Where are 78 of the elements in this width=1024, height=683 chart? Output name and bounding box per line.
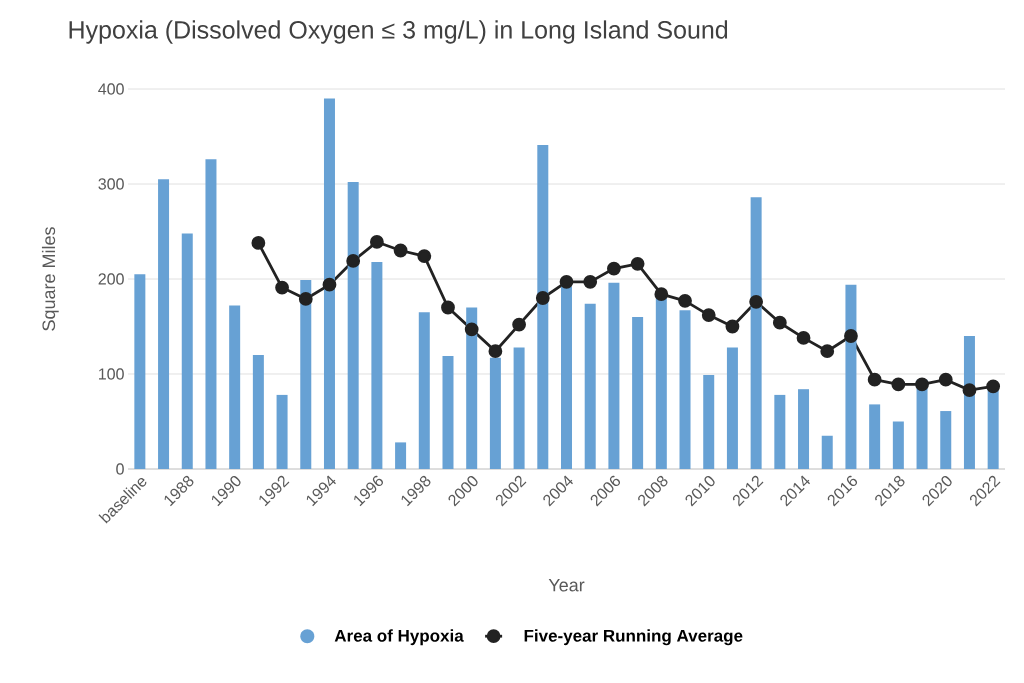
- y-tick-label: 100: [99, 368, 124, 380]
- point: [630, 256, 645, 271]
- point: [417, 249, 432, 264]
- bar: [513, 347, 525, 469]
- bar: [323, 98, 335, 469]
- bar: [608, 282, 620, 469]
- point: [678, 293, 692, 308]
- point: [559, 274, 574, 289]
- point: [512, 317, 526, 332]
- bar: [987, 388, 999, 469]
- bar: [371, 261, 383, 469]
- bar: [750, 197, 762, 469]
- point: [962, 383, 977, 398]
- bar: [726, 347, 738, 469]
- point: [772, 315, 787, 330]
- point: [346, 254, 361, 268]
- x-axis-title: Year: [548, 578, 585, 592]
- chart-title: Hypoxia (Dissolved Oxygen ≤ 3 mg/L) in Long Island Sound: [69, 20, 728, 44]
- bar: [537, 145, 549, 469]
- bar: [892, 421, 904, 469]
- y-tick-label: 200: [98, 273, 124, 285]
- y-tick-label: 0: [116, 463, 124, 475]
- bar: [963, 336, 975, 469]
- y-axis-title: Square Miles: [41, 227, 59, 331]
- point: [820, 344, 835, 359]
- bar: [679, 310, 691, 469]
- point: [749, 294, 764, 309]
- bar: [252, 355, 264, 469]
- point: [796, 331, 811, 345]
- bar: [205, 159, 217, 469]
- bar: [561, 286, 572, 469]
- point: [369, 235, 384, 249]
- point: [915, 377, 929, 392]
- bar: [655, 298, 667, 469]
- bar: [158, 179, 170, 469]
- bar: [940, 411, 952, 469]
- point: [867, 372, 882, 387]
- bar: [584, 303, 596, 469]
- point: [654, 287, 669, 302]
- point: [322, 277, 337, 292]
- point: [488, 344, 503, 359]
- bar: [774, 394, 786, 469]
- point: [583, 274, 598, 289]
- point: [938, 372, 953, 387]
- point: [441, 300, 455, 315]
- point: [251, 236, 266, 250]
- point: [535, 291, 550, 305]
- bar: [300, 279, 312, 469]
- bar: [181, 233, 193, 469]
- bar: [845, 284, 857, 469]
- bar: [442, 355, 454, 469]
- bar: [821, 435, 833, 469]
- legend-label: Five-year Running Average: [524, 629, 743, 646]
- bar: [489, 357, 501, 469]
- point: [607, 261, 621, 276]
- point: [298, 292, 313, 306]
- bar: [347, 182, 359, 469]
- bar: [229, 305, 241, 469]
- bar: [798, 389, 810, 469]
- point: [844, 329, 858, 343]
- bar: [703, 374, 715, 469]
- point: [701, 308, 716, 322]
- point: [464, 322, 479, 337]
- bar: [632, 317, 644, 469]
- bar: [466, 307, 478, 469]
- y-tick-label: 400: [98, 83, 124, 95]
- bar: [276, 394, 288, 469]
- legend-label: Area of Hypoxia: [334, 629, 464, 646]
- bar: [869, 404, 881, 469]
- bar: [418, 312, 430, 469]
- point: [393, 243, 408, 258]
- point: [275, 280, 289, 295]
- point: [891, 377, 906, 392]
- bar: [134, 274, 146, 469]
- point: [986, 379, 1001, 394]
- y-tick-label: 300: [98, 178, 124, 190]
- bar: [395, 442, 407, 469]
- point: [725, 319, 740, 334]
